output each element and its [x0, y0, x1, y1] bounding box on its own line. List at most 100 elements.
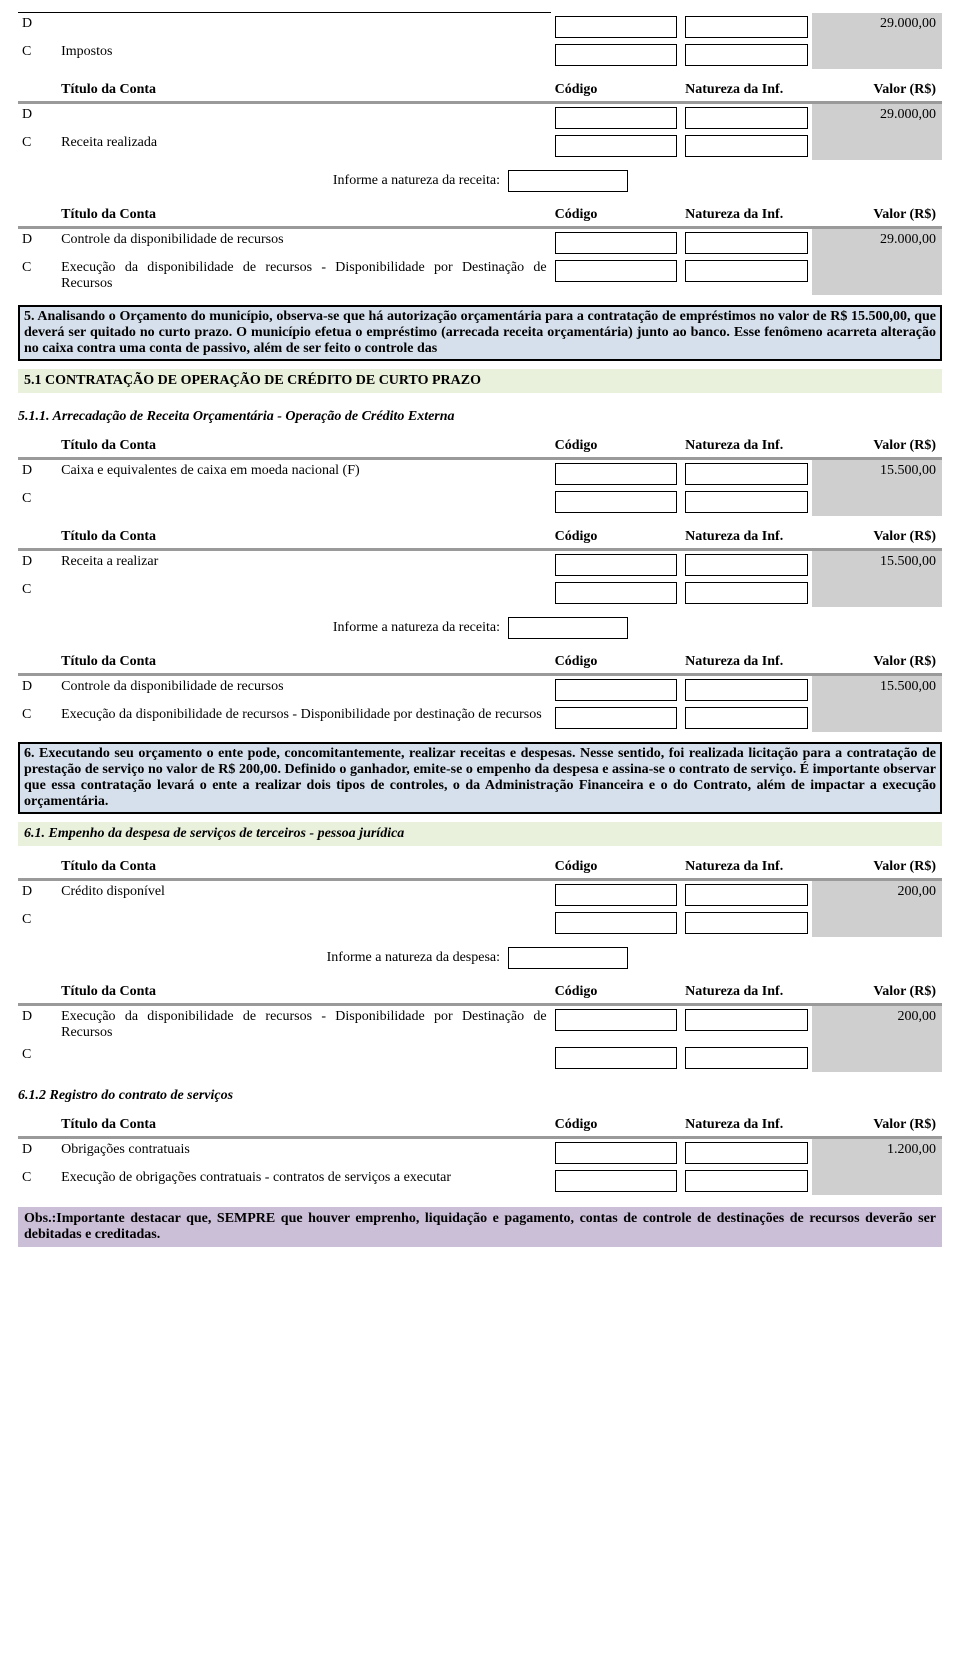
nature-input[interactable] — [685, 107, 807, 129]
code-input[interactable] — [555, 1047, 677, 1069]
code-input[interactable] — [555, 491, 677, 513]
nature-input[interactable] — [685, 554, 807, 576]
header-titulo: Título da Conta — [57, 981, 551, 1005]
header-valor: Valor (R$) — [812, 981, 942, 1005]
nature-input[interactable] — [685, 16, 807, 38]
value-cell: 29.000,00 — [812, 227, 942, 295]
credit-label: C — [18, 704, 57, 732]
header-valor: Valor (R$) — [812, 1114, 942, 1138]
debit-label: D — [18, 674, 57, 704]
code-input[interactable] — [555, 912, 677, 934]
nature-input[interactable] — [685, 491, 807, 513]
credit-label: C — [18, 909, 57, 937]
code-input[interactable] — [555, 1170, 677, 1192]
prompt-label: Informe a natureza da despesa: — [18, 950, 504, 966]
nature-input[interactable] — [685, 1142, 807, 1164]
code-input[interactable] — [555, 679, 677, 701]
nature-input[interactable] — [685, 135, 807, 157]
debit-label: D — [18, 102, 57, 132]
section-6-1-2: 6.1.2 Registro do contrato de serviços — [18, 1082, 942, 1114]
prompt-input[interactable] — [508, 617, 628, 639]
nature-input[interactable] — [685, 884, 807, 906]
code-input[interactable] — [555, 16, 677, 38]
credit-label: C — [18, 1044, 57, 1072]
header-titulo: Título da Conta — [57, 526, 551, 550]
value-cell: 15.500,00 — [812, 458, 942, 516]
nature-input[interactable] — [685, 463, 807, 485]
nature-input[interactable] — [685, 232, 807, 254]
code-input[interactable] — [555, 554, 677, 576]
header-codigo: Código — [551, 526, 681, 550]
code-input[interactable] — [555, 135, 677, 157]
header-codigo: Código — [551, 856, 681, 880]
prompt-natureza-despesa: Informe a natureza da despesa: — [18, 947, 942, 969]
nature-input[interactable] — [685, 707, 807, 729]
header-natureza: Natureza da Inf. — [681, 204, 811, 228]
credit-label: C — [18, 41, 57, 69]
nature-input[interactable] — [685, 260, 807, 282]
credit-title: Execução de obrigações contratuais - con… — [57, 1167, 551, 1195]
prompt-input[interactable] — [508, 170, 628, 192]
prompt-input[interactable] — [508, 947, 628, 969]
debit-label: D — [18, 227, 57, 257]
entry-receita-realizada: Título da Conta Código Natureza da Inf. … — [18, 79, 942, 160]
header-valor: Valor (R$) — [812, 856, 942, 880]
section-5-1-1: 5.1.1. Arrecadação de Receita Orçamentár… — [18, 403, 942, 435]
nature-input[interactable] — [685, 44, 807, 66]
credit-title: Impostos — [57, 41, 551, 69]
value-cell: 1.200,00 — [812, 1137, 942, 1195]
header-valor: Valor (R$) — [812, 526, 942, 550]
credit-title: Receita realizada — [57, 132, 551, 160]
credit-title — [57, 909, 551, 937]
header-natureza: Natureza da Inf. — [681, 1114, 811, 1138]
code-input[interactable] — [555, 707, 677, 729]
prompt-label: Informe a natureza da receita: — [18, 173, 504, 189]
debit-title: Controle da disponibilidade de recursos — [57, 227, 551, 257]
nature-input[interactable] — [685, 1009, 807, 1031]
nature-input[interactable] — [685, 582, 807, 604]
header-natureza: Natureza da Inf. — [681, 981, 811, 1005]
value-cell: 15.500,00 — [812, 549, 942, 607]
prompt-natureza-receita: Informe a natureza da receita: — [18, 170, 942, 192]
header-codigo: Código — [551, 435, 681, 459]
nature-input[interactable] — [685, 1170, 807, 1192]
section-6-1: 6.1. Empenho da despesa de serviços de t… — [18, 822, 942, 846]
header-valor: Valor (R$) — [812, 651, 942, 675]
code-input[interactable] — [555, 107, 677, 129]
value-cell: 200,00 — [812, 1004, 942, 1072]
value-cell: 200,00 — [812, 879, 942, 937]
debit-title: Obrigações contratuais — [57, 1137, 551, 1167]
credit-label: C — [18, 1167, 57, 1195]
header-natureza: Natureza da Inf. — [681, 856, 811, 880]
code-input[interactable] — [555, 884, 677, 906]
code-input[interactable] — [555, 232, 677, 254]
header-titulo: Título da Conta — [57, 651, 551, 675]
header-codigo: Código — [551, 79, 681, 103]
debit-label: D — [18, 1137, 57, 1167]
entry-controle-disponibilidade-155k: Título da Conta Código Natureza da Inf. … — [18, 651, 942, 732]
code-input[interactable] — [555, 463, 677, 485]
header-natureza: Natureza da Inf. — [681, 526, 811, 550]
code-input[interactable] — [555, 582, 677, 604]
credit-title — [57, 1044, 551, 1072]
entry-impostos: D 29.000,00 C Impostos — [18, 12, 942, 69]
credit-title — [57, 579, 551, 607]
code-input[interactable] — [555, 1142, 677, 1164]
code-input[interactable] — [555, 260, 677, 282]
entry-receita-a-realizar: Título da Conta Código Natureza da Inf. … — [18, 526, 942, 607]
nature-input[interactable] — [685, 679, 807, 701]
credit-label: C — [18, 132, 57, 160]
debit-title: Caixa e equivalentes de caixa em moeda n… — [57, 458, 551, 488]
entry-execucao-disponibilidade-200: Título da Conta Código Natureza da Inf. … — [18, 981, 942, 1072]
section-5-1: 5.1 CONTRATAÇÃO DE OPERAÇÃO DE CRÉDITO D… — [18, 369, 942, 393]
entry-controle-disponibilidade-29k: Título da Conta Código Natureza da Inf. … — [18, 204, 942, 295]
credit-title — [57, 488, 551, 516]
code-input[interactable] — [555, 1009, 677, 1031]
credit-label: C — [18, 579, 57, 607]
nature-input[interactable] — [685, 1047, 807, 1069]
debit-title: Crédito disponível — [57, 879, 551, 909]
code-input[interactable] — [555, 44, 677, 66]
header-natureza: Natureza da Inf. — [681, 651, 811, 675]
prompt-label: Informe a natureza da receita: — [18, 620, 504, 636]
nature-input[interactable] — [685, 912, 807, 934]
